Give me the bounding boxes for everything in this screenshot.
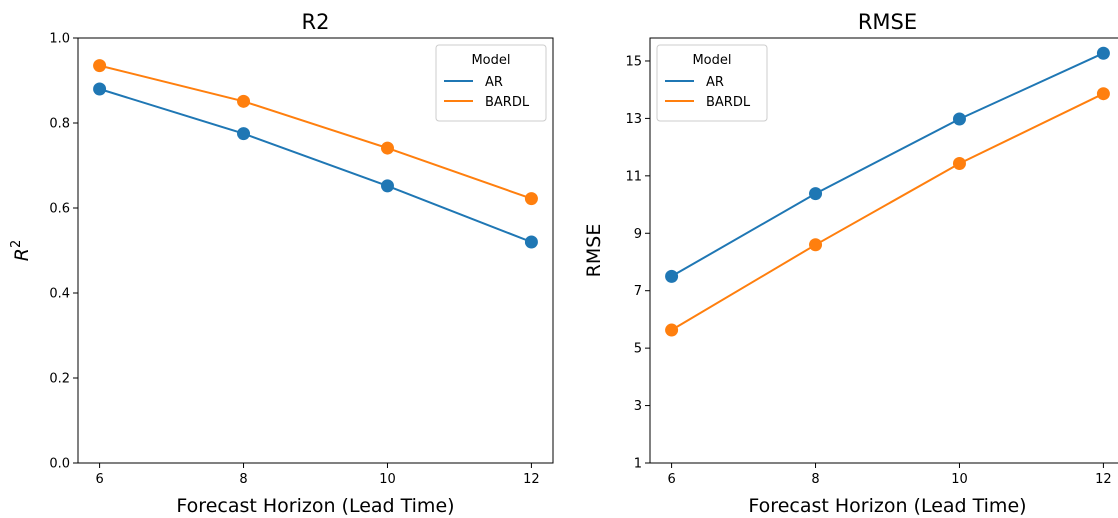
axes-frame [649, 37, 1118, 464]
legend-label-ar: AR [706, 75, 724, 90]
data-point-ar [380, 179, 394, 193]
series-line-ar [99, 88, 532, 243]
legend-label-bardl: BARDL [706, 95, 751, 110]
x-tick-label: 12 [1095, 472, 1112, 487]
y-tick-label: 1 [634, 457, 642, 472]
series-line-ar [671, 52, 1104, 278]
y-tick-label: 15 [625, 54, 642, 69]
data-point-bardl [809, 238, 823, 252]
x-tick-label: 10 [379, 472, 396, 487]
data-point-ar [1096, 46, 1110, 60]
x-axis-label: Forecast Horizon (Lead Time) [748, 495, 1026, 517]
legend-label-ar: AR [485, 75, 503, 90]
y-tick-label: 0.4 [49, 287, 70, 302]
legend-title: Model [692, 53, 731, 68]
x-tick-label: 8 [811, 472, 819, 487]
y-tick-label: 5 [634, 342, 642, 357]
y-tick-label: 11 [625, 169, 642, 184]
data-point-ar [809, 187, 823, 201]
chart-panel-1: R2 6 8 10 12 0.0 0.2 0.4 0.6 0.8 1.0 Forecast Horiz… [9, 10, 554, 517]
y-tick-label: 0.0 [49, 457, 70, 472]
data-point-bardl [524, 192, 538, 206]
y-tick-label: 0.6 [49, 202, 70, 217]
x-tick-label: 12 [523, 472, 540, 487]
legend-label-bardl: BARDL [485, 95, 530, 110]
y-axis-label: R2 [9, 240, 33, 261]
x-tick-label: 6 [95, 472, 103, 487]
y-axis-label: RMSE [583, 224, 605, 278]
series-line-bardl [99, 64, 532, 200]
y-tick-label: 1.0 [49, 32, 70, 47]
axes-frame [77, 37, 554, 464]
data-point-ar [237, 127, 251, 141]
data-point-bardl [237, 94, 251, 108]
chart-title: R2 [302, 10, 330, 34]
y-tick-label: 3 [634, 399, 642, 414]
y-tick-label: 7 [634, 284, 642, 299]
legend: Model AR BARDL [435, 44, 547, 122]
data-point-ar [524, 235, 538, 249]
data-point-bardl [93, 59, 107, 73]
y-tick-label: 0.2 [49, 372, 70, 387]
legend-title: Model [471, 53, 510, 68]
x-tick-label: 6 [667, 472, 675, 487]
x-tick-label: 10 [951, 472, 968, 487]
data-point-ar [665, 269, 679, 283]
x-tick-label: 8 [239, 472, 247, 487]
data-point-bardl [952, 156, 966, 170]
y-tick-label: 9 [634, 227, 642, 242]
legend: Model AR BARDL [656, 44, 768, 122]
y-tick-label: 13 [625, 112, 642, 127]
y-tick-label: 0.8 [49, 117, 70, 132]
series-line-bardl [671, 92, 1104, 331]
chart-title: RMSE [858, 10, 917, 34]
data-point-bardl [1096, 87, 1110, 101]
data-point-bardl [665, 323, 679, 337]
data-point-bardl [380, 141, 394, 155]
x-axis-label: Forecast Horizon (Lead Time) [176, 495, 454, 517]
data-point-ar [93, 82, 107, 96]
data-point-ar [952, 112, 966, 126]
